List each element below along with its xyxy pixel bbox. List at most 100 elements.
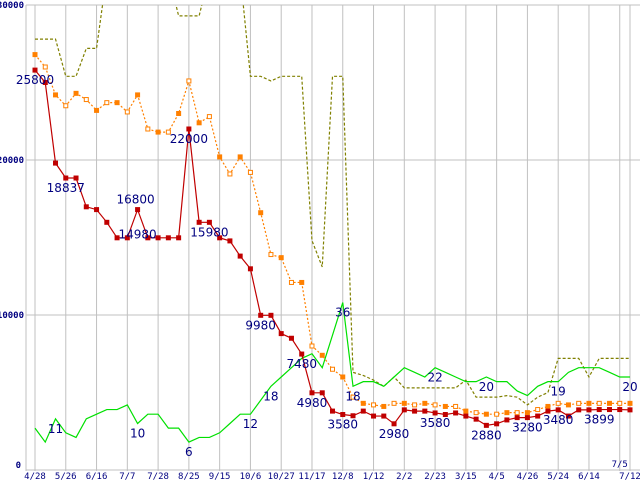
- grid: [25, 4, 640, 471]
- x-tick-label: 8/25: [178, 472, 200, 480]
- data-point-orange-dotted: [401, 400, 407, 406]
- data-point-orange-dotted: [268, 252, 274, 258]
- data-point-red-price: [514, 415, 520, 421]
- data-point-red-price: [73, 175, 79, 181]
- data-point-orange-dotted: [176, 111, 182, 116]
- x-tick-label: 7/12: [619, 472, 640, 480]
- series-line-green-count: [34, 302, 630, 444]
- data-label: 19: [551, 385, 566, 399]
- x-tick-label: 1/12: [363, 472, 385, 480]
- x-tick-label: 6/14: [578, 472, 600, 480]
- data-label: 18: [345, 389, 360, 403]
- x-tick-label: 4/5: [489, 472, 505, 480]
- data-point-orange-dotted: [453, 403, 459, 409]
- data-point-red-price: [227, 238, 233, 244]
- data-point-red-price: [330, 408, 335, 414]
- data-point-orange-dotted: [114, 100, 120, 106]
- data-point-orange-dotted: [145, 126, 151, 132]
- x-axis: 4/28 5/26 6/16 7/7 7/28 8/25 9/15 10/6 10/27 11/1…: [24, 460, 640, 480]
- y-tick-label: 10000: [0, 311, 24, 321]
- data-point-red-price: [340, 412, 346, 418]
- data-point-orange-dotted: [514, 410, 520, 416]
- data-point-orange-dotted: [606, 400, 612, 406]
- data-point-orange-dotted: [422, 400, 428, 406]
- x-tick-label: 5/24: [547, 472, 569, 480]
- data-point-red-price: [463, 413, 469, 419]
- x-tick-label: 7/28: [147, 472, 169, 480]
- data-label: 3899: [584, 413, 615, 427]
- data-point-orange-dotted: [186, 78, 192, 84]
- data-point-red-price: [268, 312, 274, 318]
- data-point-red-price: [309, 390, 315, 396]
- x-tick-label: 9/15: [209, 472, 231, 480]
- data-point-red-price: [196, 219, 202, 225]
- data-point-red-price: [104, 219, 110, 225]
- data-point-orange-dotted: [381, 403, 387, 409]
- x-tick-label: 5/26: [55, 472, 77, 480]
- data-label: 6: [185, 445, 193, 459]
- data-point-red-price: [288, 335, 294, 341]
- data-point-orange-dotted: [288, 279, 294, 285]
- data-point-red-price: [453, 410, 459, 416]
- data-point-orange-dotted: [412, 402, 418, 408]
- data-labels: 25800 18837 16800 14980 22000 15980 9980 7480 49…: [16, 73, 638, 459]
- data-point-red-price: [494, 421, 500, 427]
- data-label: 3580: [327, 418, 358, 432]
- data-label: 18837: [47, 181, 85, 195]
- data-point-orange-dotted: [330, 366, 335, 372]
- data-point-red-price: [606, 407, 612, 413]
- data-point-orange-dotted: [545, 403, 551, 409]
- data-point-red-price: [442, 412, 448, 418]
- data-point-red-price: [165, 235, 171, 241]
- data-point-red-price: [371, 413, 377, 419]
- data-point-red-price: [114, 235, 120, 241]
- data-label: 9980: [245, 318, 276, 332]
- data-point-orange-dotted: [535, 407, 541, 413]
- data-label: 15980: [190, 225, 228, 239]
- data-point-red-price: [299, 351, 305, 357]
- data-point-red-price: [63, 175, 69, 181]
- data-point-red-price: [617, 407, 623, 413]
- data-point-red-price: [596, 407, 602, 413]
- data-point-red-price: [360, 408, 366, 414]
- data-label: 25800: [16, 73, 54, 87]
- data-point-red-price: [524, 415, 530, 421]
- data-point-orange-dotted: [104, 100, 110, 106]
- data-label: 20: [479, 380, 494, 394]
- data-label: 3480: [543, 413, 574, 427]
- data-label: 22000: [170, 132, 208, 146]
- data-point-red-price: [401, 407, 407, 413]
- data-point-red-price: [504, 417, 510, 423]
- x-tick-label: 12/8: [332, 472, 354, 480]
- data-label: 12: [243, 417, 258, 431]
- data-point-orange-dotted: [596, 400, 602, 406]
- data-point-red-price: [135, 207, 141, 213]
- data-point-orange-dotted: [83, 97, 89, 103]
- data-point-red-price: [319, 390, 325, 396]
- x-tick-label: 10/6: [240, 472, 262, 480]
- x-tick-label: 3/15: [455, 472, 477, 480]
- data-point-orange-dotted: [627, 400, 633, 406]
- data-point-red-price: [627, 407, 633, 413]
- data-label: 20: [622, 380, 637, 394]
- data-label: 3580: [420, 416, 451, 430]
- y-axis: 0 10000 20000 30000: [0, 1, 24, 471]
- series-layer: [32, 5, 633, 444]
- series-line-orange-dotted: [34, 54, 630, 415]
- data-point-red-price: [94, 207, 100, 213]
- y-tick-label: 0: [16, 461, 21, 471]
- data-point-red-price: [247, 266, 253, 272]
- data-point-red-price: [586, 407, 592, 413]
- data-point-red-price: [545, 408, 551, 414]
- x-tick-label: 4/28: [24, 472, 46, 480]
- data-point-orange-dotted: [63, 103, 69, 109]
- data-point-red-price: [258, 312, 264, 318]
- x-tick-label: 2/23: [424, 472, 446, 480]
- data-point-red-price: [237, 253, 243, 259]
- data-point-red-price: [565, 413, 571, 419]
- x-tick-label: 10/27: [268, 472, 295, 480]
- data-point-orange-dotted: [360, 400, 366, 406]
- data-point-orange-dotted: [442, 403, 448, 409]
- data-point-red-price: [176, 235, 182, 241]
- data-point-red-price: [576, 407, 582, 413]
